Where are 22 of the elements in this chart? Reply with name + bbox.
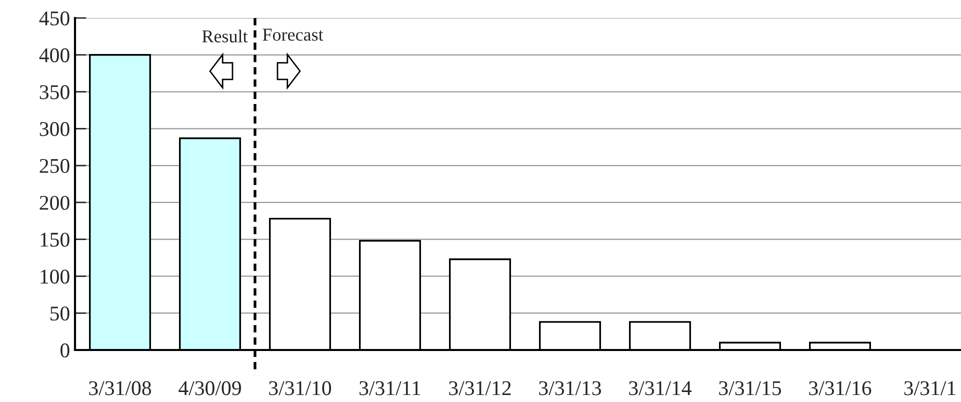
- y-tick-label: 400: [39, 48, 70, 62]
- x-tick-label: 4/30/09: [178, 381, 241, 396]
- y-tick-label: 300: [40, 122, 70, 136]
- x-tick-label: 3/31/14: [629, 381, 692, 396]
- x-tick-label: 3/31/16: [809, 381, 872, 396]
- x-tick-label: 3/31/11: [360, 381, 420, 396]
- y-tick-label: 200: [40, 196, 70, 210]
- x-tick-label: 3/31/15: [719, 381, 782, 396]
- annotation: Forecast: [262, 28, 324, 41]
- x-tick-label: 3/31/13: [539, 381, 602, 396]
- x-tick-label: 3/31/12: [449, 381, 511, 396]
- x-tick-label: 3/31/1: [904, 381, 956, 396]
- annotation: Result: [202, 30, 248, 42]
- x-tick-label: 3/31/08: [89, 381, 152, 396]
- y-tick-label: 0: [60, 343, 70, 358]
- y-tick-label: 100: [40, 270, 70, 284]
- y-tick-label: 350: [40, 85, 70, 100]
- y-tick-label: 450: [39, 11, 70, 26]
- y-tick-label: 50: [50, 306, 70, 321]
- y-tick-label: 150: [40, 232, 70, 247]
- y-tick-label: 250: [40, 158, 70, 173]
- x-tick-label: 3/31/10: [269, 381, 332, 396]
